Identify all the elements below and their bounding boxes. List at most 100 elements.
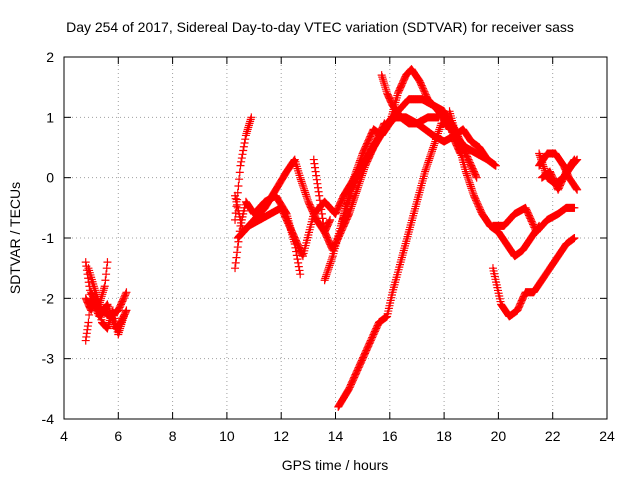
data-point: [240, 138, 249, 147]
data-point: [296, 175, 305, 184]
data-point: [426, 150, 435, 159]
data-point: [427, 149, 436, 158]
series-t16: [445, 107, 495, 230]
data-point: [380, 81, 389, 90]
data-point: [100, 284, 109, 293]
data-point: [571, 183, 580, 192]
data-point: [91, 288, 100, 297]
data-point: [294, 262, 303, 271]
series-t4: [81, 294, 128, 339]
x-tick-label: 10: [219, 428, 235, 444]
data-point: [324, 265, 333, 274]
data-point: [301, 188, 310, 197]
data-point: [429, 143, 438, 152]
data-point: [326, 215, 335, 224]
data-point: [309, 155, 318, 164]
series-t18: [488, 234, 579, 321]
series-t6: [231, 113, 256, 224]
data-point: [91, 286, 100, 295]
data-point: [299, 182, 308, 191]
data-point: [318, 214, 327, 223]
data-point: [81, 258, 90, 267]
data-point: [465, 178, 474, 187]
data-point: [435, 125, 444, 134]
x-tick-label: 24: [599, 428, 615, 444]
data-point: [296, 270, 305, 279]
data-point: [234, 181, 243, 190]
data-point: [99, 286, 108, 295]
data-point: [98, 290, 107, 299]
series-t21: [535, 149, 582, 194]
data-point: [378, 75, 387, 84]
data-point: [314, 187, 323, 196]
data-point: [421, 167, 430, 176]
data-point: [103, 324, 112, 333]
data-point: [325, 217, 334, 226]
series-t15: [334, 119, 465, 411]
data-point: [432, 133, 441, 142]
data-point: [427, 147, 436, 156]
data-point: [321, 274, 330, 283]
data-point: [310, 159, 319, 168]
series-t8: [233, 197, 340, 261]
data-point: [294, 258, 303, 267]
data-point: [313, 179, 322, 188]
data-point: [326, 257, 335, 266]
data-point: [431, 135, 440, 144]
data-point: [464, 175, 473, 184]
data-point: [292, 251, 301, 260]
data-point: [237, 154, 246, 163]
x-tick-label: 8: [169, 428, 177, 444]
data-point: [238, 150, 247, 159]
data-point: [119, 312, 128, 321]
data-point: [233, 248, 242, 257]
x-tick-label: 14: [328, 428, 344, 444]
x-tick-label: 16: [382, 428, 398, 444]
data-point: [245, 119, 254, 128]
data-point: [430, 139, 439, 148]
data-point: [321, 272, 330, 281]
data-point: [314, 183, 323, 192]
data-point: [414, 75, 423, 84]
data-point: [246, 117, 255, 126]
data-point: [320, 276, 329, 285]
data-point: [422, 162, 431, 171]
data-point: [328, 253, 337, 262]
data-point: [102, 264, 111, 273]
data-point: [241, 131, 250, 140]
data-point: [299, 184, 308, 193]
data-point: [114, 330, 123, 339]
data-point: [102, 270, 111, 279]
data-point: [116, 322, 125, 331]
data-point: [84, 318, 93, 327]
data-point: [298, 250, 307, 259]
data-point: [426, 152, 435, 161]
data-point: [422, 163, 431, 172]
data-point: [247, 113, 256, 122]
data-point: [380, 79, 389, 88]
data-point: [466, 180, 475, 189]
data-point: [468, 186, 477, 195]
data-point: [351, 191, 360, 200]
data-point: [433, 131, 442, 140]
x-tick-label: 18: [436, 428, 452, 444]
x-tick-label: 6: [114, 428, 122, 444]
data-point: [90, 284, 99, 293]
x-tick-label: 20: [491, 428, 507, 444]
data-point: [570, 155, 579, 164]
data-point: [317, 205, 326, 214]
data-point: [244, 123, 253, 132]
data-point: [319, 223, 328, 232]
data-point: [573, 185, 582, 194]
data-point: [103, 258, 112, 267]
data-point: [302, 192, 311, 201]
data-point: [295, 266, 304, 275]
data-point: [121, 307, 130, 316]
data-point: [100, 282, 109, 291]
data-point: [121, 289, 130, 298]
data-point: [231, 258, 240, 267]
data-point: [317, 209, 326, 218]
data-point: [425, 154, 434, 163]
x-tick-label: 12: [273, 428, 289, 444]
